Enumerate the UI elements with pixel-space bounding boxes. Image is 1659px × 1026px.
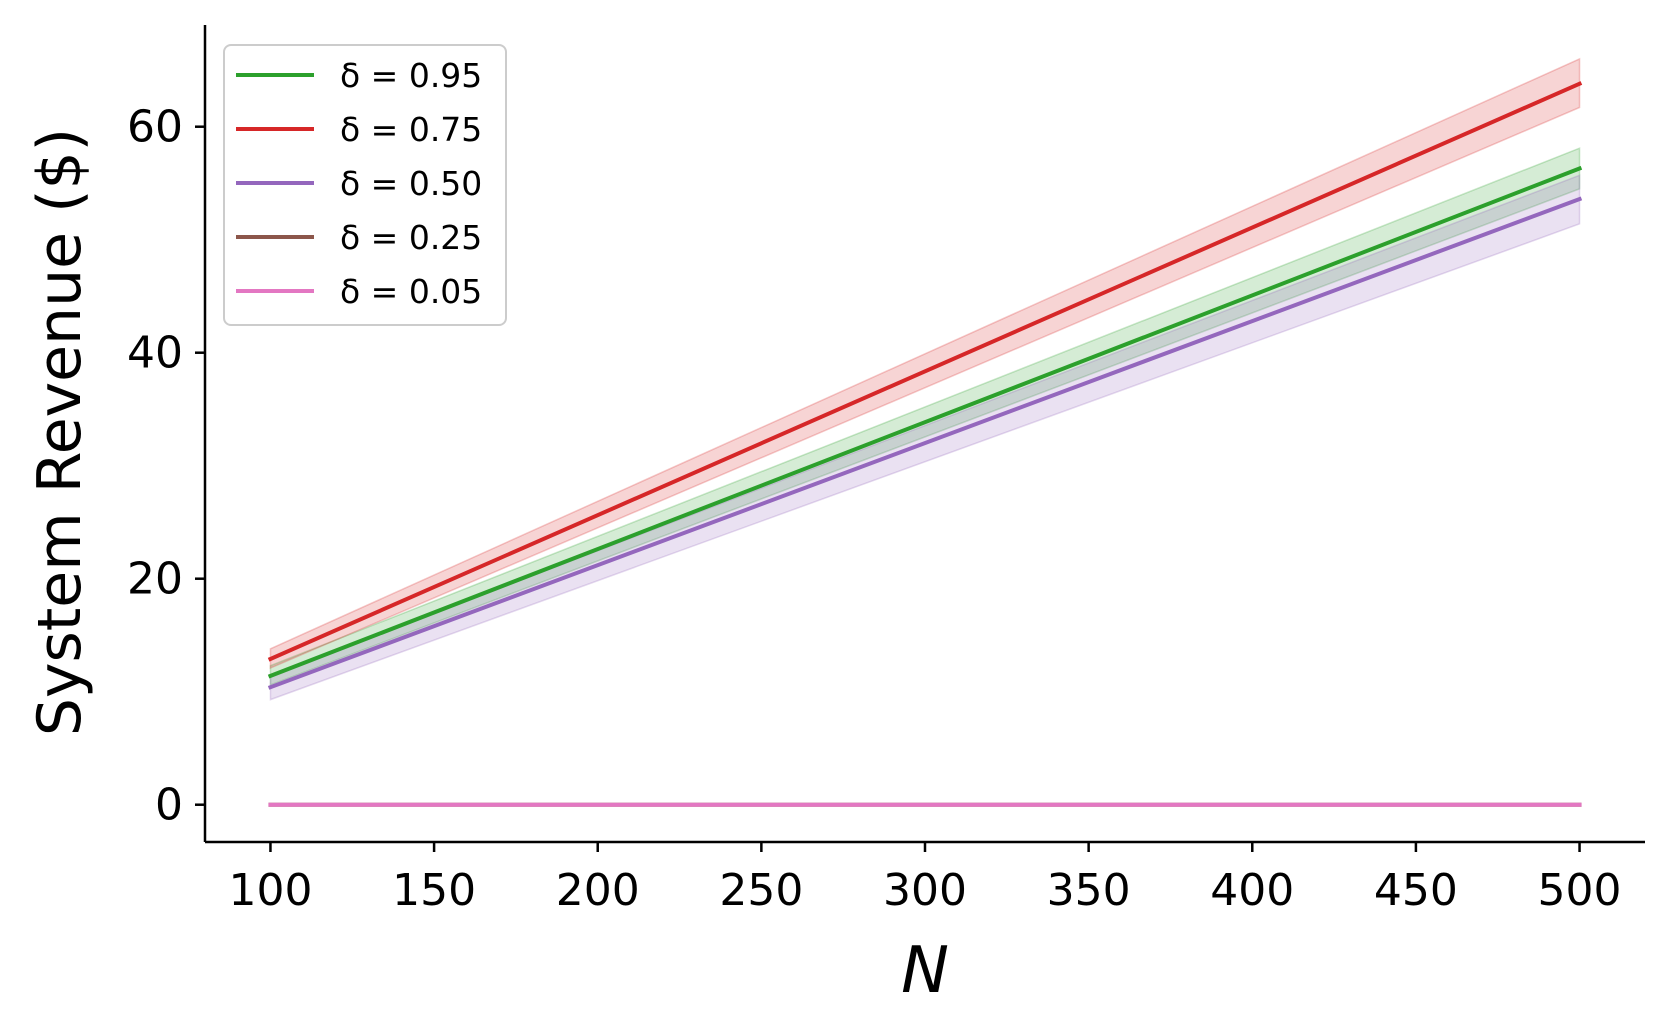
legend-label-2: δ = 0.50 <box>340 164 482 203</box>
x-tick-label: 350 <box>1047 865 1131 916</box>
x-ticks: 100 150 200 250 300 350 400 450 500 <box>228 842 1622 916</box>
y-tick-label: 60 <box>127 102 183 153</box>
x-tick-label: 200 <box>556 865 640 916</box>
legend-items: δ = 0.95 δ = 0.75 δ = 0.50 δ = 0.25 δ = 0.05 <box>236 56 482 311</box>
legend: δ = 0.95 δ = 0.75 δ = 0.50 δ = 0.25 δ = 0.05 <box>223 44 507 326</box>
x-tick-label: 150 <box>392 865 476 916</box>
y-tick-label: 20 <box>127 554 183 605</box>
x-tick-label: 300 <box>883 865 967 916</box>
x-tick-label: 250 <box>719 865 803 916</box>
confidence-band-2 <box>269 174 1581 701</box>
series-line-1 <box>267 81 1583 662</box>
x-tick-label: 400 <box>1210 865 1294 916</box>
x-tick-label: 500 <box>1538 865 1622 916</box>
x-tick-label: 450 <box>1374 865 1458 916</box>
y-tick-label: 0 <box>155 780 183 831</box>
legend-frame <box>223 44 507 326</box>
y-ticks: 0 20 40 60 <box>127 102 205 831</box>
series-line-0 <box>267 165 1583 679</box>
y-tick-label: 40 <box>127 328 183 379</box>
series-lines <box>267 81 1583 807</box>
legend-label-0: δ = 0.95 <box>340 56 482 95</box>
series-line-2 <box>267 196 1583 690</box>
y-axis-label: System Revenue ($) <box>25 128 95 736</box>
legend-label-3: δ = 0.25 <box>340 218 482 257</box>
legend-label-4: δ = 0.05 <box>340 272 482 311</box>
legend-label-1: δ = 0.75 <box>340 110 482 149</box>
x-tick-label: 100 <box>228 865 312 916</box>
x-axis-label: N <box>901 934 949 1008</box>
